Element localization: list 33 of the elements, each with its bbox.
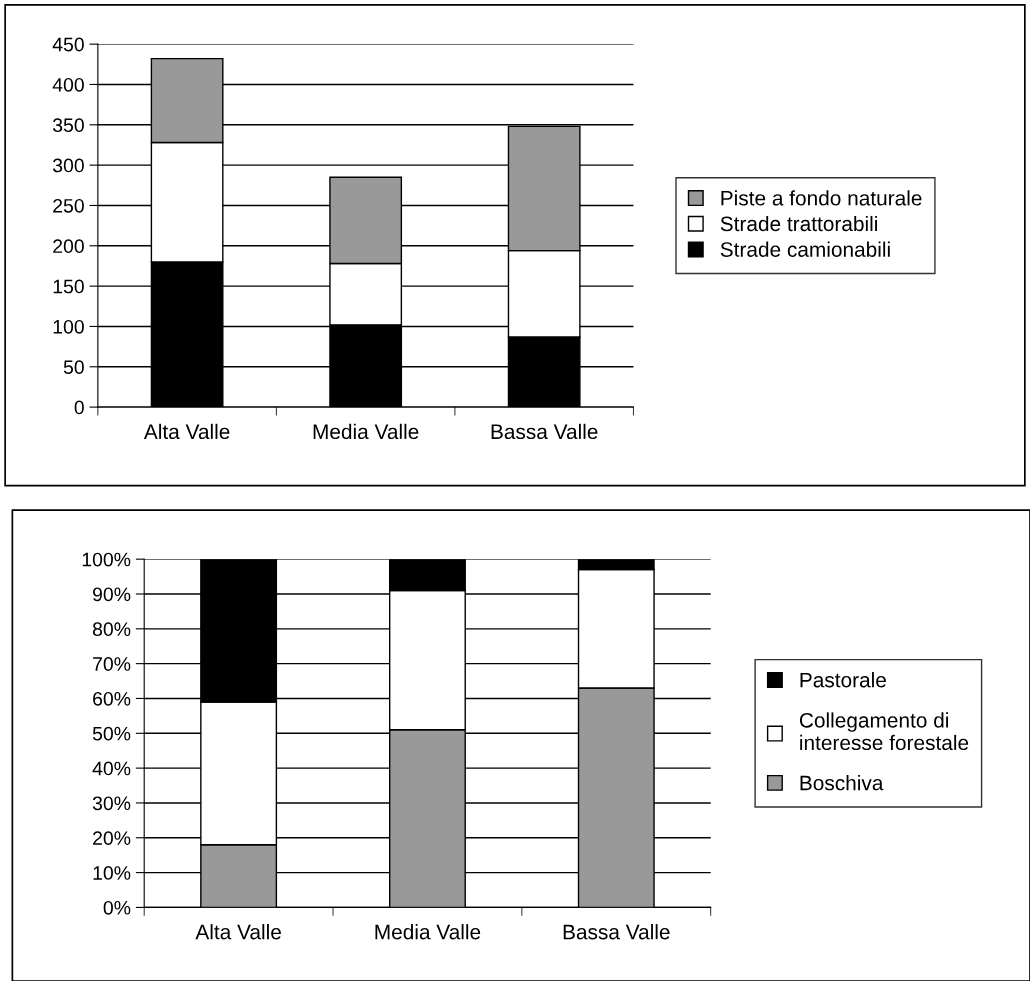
y-tick-label: 0 — [74, 400, 84, 415]
y-tick-label: 100 — [53, 319, 84, 334]
legend-label: Piste a fondo naturale — [721, 190, 922, 206]
y-tick-label: 30% — [92, 796, 131, 811]
legend-label: Strade camionabili — [720, 241, 890, 257]
y-tick-label: 20% — [93, 831, 131, 846]
y-tick-label: 300 — [52, 158, 84, 173]
x-tick-label: Alta Valle — [143, 423, 230, 440]
y-tick-label: 0% — [103, 900, 131, 915]
y-tick-label: 50 — [63, 360, 84, 375]
legend-label: Collegamento di interesse forestale — [799, 712, 969, 751]
x-tick-label: Alta Valle — [195, 924, 281, 940]
y-tick-label: 50% — [92, 726, 131, 741]
y-tick-label: 10% — [93, 866, 131, 880]
y-tick-label: 60% — [93, 691, 131, 706]
x-tick-label: Bassa Valle — [491, 423, 598, 440]
y-tick-label: 150 — [53, 279, 84, 294]
y-tick-label: 450 — [52, 37, 84, 52]
legend-label: Pastorale — [800, 672, 886, 688]
y-tick-label: 40% — [92, 761, 131, 776]
y-tick-label: 350 — [52, 118, 84, 133]
x-tick-label: Media Valle — [313, 423, 419, 440]
y-tick-label: 90% — [93, 587, 131, 602]
y-tick-label: 100% — [82, 552, 131, 567]
y-tick-label: 200 — [53, 239, 84, 254]
y-tick-label: 400 — [52, 77, 84, 92]
y-tick-label: 250 — [53, 198, 84, 213]
x-tick-label: Bassa Valle — [563, 924, 670, 940]
legend-label: Boschiva — [800, 775, 884, 791]
y-tick-label: 80% — [92, 622, 131, 637]
x-tick-label: Media Valle — [375, 924, 481, 940]
legend-label: Strade trattorabili — [720, 215, 877, 232]
y-tick-label: 70% — [93, 657, 131, 671]
